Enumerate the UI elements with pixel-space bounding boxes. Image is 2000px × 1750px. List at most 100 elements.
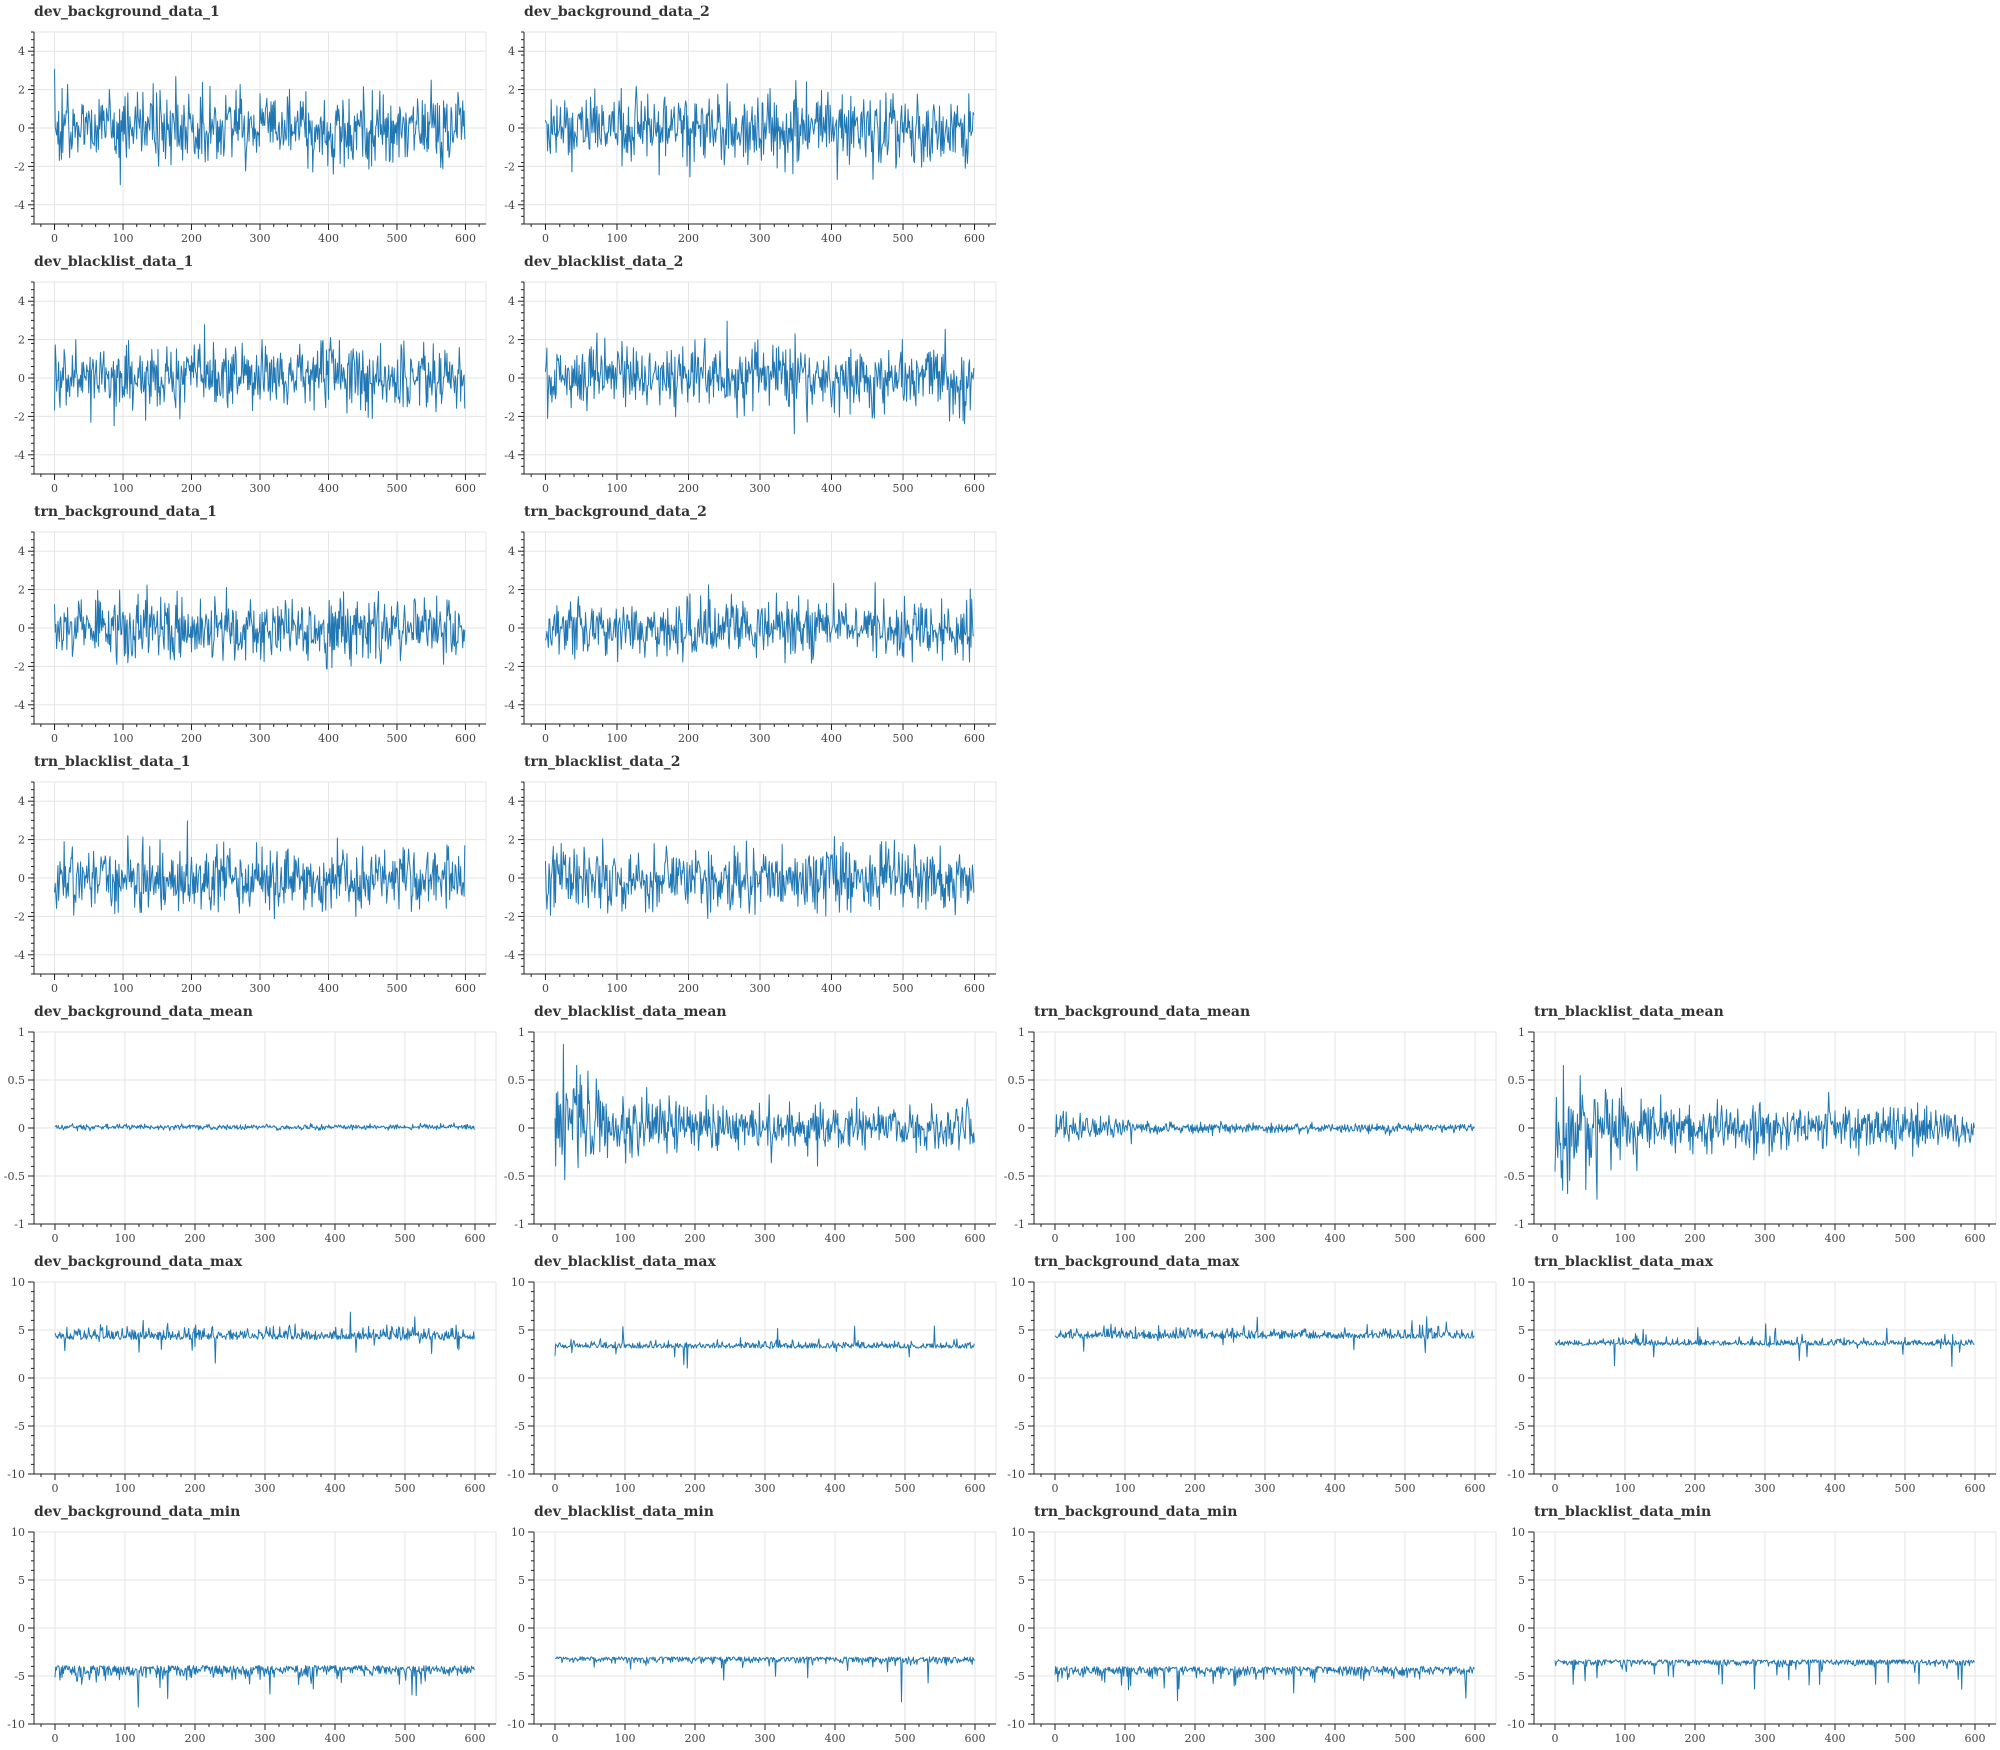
chart-title: dev_background_data_min <box>34 1504 241 1520</box>
y-tick-label: 5 <box>18 1324 25 1337</box>
y-tick-label: -2 <box>504 910 515 923</box>
y-tick-label: -10 <box>7 1718 25 1731</box>
series-line <box>54 1122 475 1132</box>
chart-title: dev_blacklist_data_min <box>534 1504 714 1520</box>
x-tick-label: 600 <box>465 1482 486 1495</box>
y-tick-label: 0 <box>508 622 515 635</box>
x-tick-label: 600 <box>965 1482 986 1495</box>
y-tick-label: 10 <box>1011 1526 1025 1539</box>
x-tick-label: 200 <box>685 1732 706 1745</box>
x-tick-label: 500 <box>1395 1232 1416 1245</box>
series-line <box>1054 1316 1475 1354</box>
x-tick-label: 400 <box>325 1482 346 1495</box>
x-tick-label: 0 <box>542 982 549 995</box>
y-tick-label: -5 <box>1514 1670 1525 1683</box>
x-tick-label: 500 <box>895 1482 916 1495</box>
x-tick-label: 300 <box>255 1232 276 1245</box>
x-tick-label: 400 <box>325 1732 346 1745</box>
y-tick-label: 1 <box>1518 1026 1525 1039</box>
series-line <box>1054 1665 1475 1702</box>
x-tick-label: 0 <box>52 1732 59 1745</box>
x-tick-label: 200 <box>1685 1732 1706 1745</box>
chart-title: dev_blacklist_data_mean <box>534 1004 727 1020</box>
x-tick-label: 300 <box>1255 1732 1276 1745</box>
x-tick-label: 600 <box>1965 1732 1986 1745</box>
x-tick-label: 300 <box>1255 1482 1276 1495</box>
y-tick-label: 0 <box>1518 1122 1525 1135</box>
x-tick-label: 0 <box>1552 1482 1559 1495</box>
x-tick-label: 300 <box>755 1232 776 1245</box>
x-tick-label: 300 <box>255 1732 276 1745</box>
chart-title: trn_blacklist_data_max <box>1534 1254 1714 1270</box>
x-tick-label: 400 <box>825 1732 846 1745</box>
chart-panel-dev-blacklist-data-2: dev_blacklist_data_2 0 100 200 300 400 500 600 -… <box>490 250 1000 500</box>
x-tick-label: 0 <box>552 1732 559 1745</box>
chart-title: dev_blacklist_data_max <box>534 1254 716 1270</box>
x-tick-label: 500 <box>1895 1732 1916 1745</box>
chart-svg: 0 100 200 300 400 500 600 -4 -2 0 2 4 <box>504 281 997 495</box>
x-tick-label: 600 <box>455 232 476 245</box>
y-tick-label: 0 <box>1018 1372 1025 1385</box>
x-tick-label: 600 <box>1965 1232 1986 1245</box>
x-tick-label: 200 <box>678 232 699 245</box>
x-tick-label: 500 <box>895 1732 916 1745</box>
x-tick-label: 400 <box>325 1232 346 1245</box>
y-tick-label: 2 <box>18 334 25 347</box>
x-tick-label: 500 <box>386 732 407 745</box>
x-tick-label: 100 <box>115 1482 136 1495</box>
x-tick-label: 500 <box>1895 1482 1916 1495</box>
y-tick-label: -5 <box>514 1420 525 1433</box>
chart-svg: 0 100 200 300 400 500 600 -4 -2 0 2 4 <box>14 531 487 745</box>
y-tick-label: -4 <box>14 449 25 462</box>
x-tick-label: 300 <box>1755 1482 1776 1495</box>
y-tick-label: -4 <box>14 699 25 712</box>
chart-svg: 0 100 200 300 400 500 600 -1 -0.5 0 0.5 1 <box>4 1026 497 1245</box>
chart-title: dev_blacklist_data_2 <box>524 254 684 270</box>
chart-panel-trn-blacklist-data-1: trn_blacklist_data_1 0 100 200 300 400 500 600 -… <box>0 750 490 1000</box>
x-tick-label: 100 <box>113 732 134 745</box>
y-tick-label: 10 <box>511 1526 525 1539</box>
y-tick-label: 5 <box>1018 1324 1025 1337</box>
chart-title: dev_blacklist_data_1 <box>34 254 194 270</box>
x-tick-label: 500 <box>386 232 407 245</box>
y-tick-label: -10 <box>1507 1468 1525 1481</box>
series-line <box>544 79 975 181</box>
y-tick-label: 0 <box>18 622 25 635</box>
chart-panel-dev-blacklist-data-min: dev_blacklist_data_min 0 100 200 300 400 500 60… <box>500 1500 1000 1750</box>
x-tick-label: 0 <box>1552 1732 1559 1745</box>
x-tick-label: 200 <box>1685 1232 1706 1245</box>
y-tick-label: 5 <box>1018 1574 1025 1587</box>
chart-title: trn_background_data_mean <box>1034 1004 1251 1020</box>
chart-title: trn_blacklist_data_2 <box>524 754 681 770</box>
series-line <box>54 324 466 427</box>
chart-panel-dev-background-data-2: dev_background_data_2 0 100 200 300 400 500 600… <box>490 0 1000 250</box>
chart-svg: 0 100 200 300 400 500 600 -10 -5 0 5 10 <box>1507 1276 1997 1495</box>
y-tick-label: -4 <box>504 699 515 712</box>
x-tick-label: 100 <box>606 232 627 245</box>
x-tick-label: 0 <box>1552 1232 1559 1245</box>
x-tick-label: 100 <box>606 982 627 995</box>
y-tick-label: 0.5 <box>8 1074 26 1087</box>
x-tick-label: 500 <box>395 1232 416 1245</box>
x-tick-label: 0 <box>52 1482 59 1495</box>
series-line <box>1054 1110 1475 1145</box>
y-tick-label: -1 <box>14 1218 25 1231</box>
x-tick-label: 400 <box>821 732 842 745</box>
chart-svg: 0 100 200 300 400 500 600 -4 -2 0 2 4 <box>504 781 997 995</box>
y-tick-label: -2 <box>504 160 515 173</box>
chart-title: trn_blacklist_data_1 <box>34 754 191 770</box>
chart-panel-dev-background-data-1: dev_background_data_1 0 100 200 300 400 500 600… <box>0 0 490 250</box>
x-tick-label: 600 <box>964 482 985 495</box>
y-tick-label: 4 <box>508 545 515 558</box>
y-tick-label: 4 <box>18 795 25 808</box>
x-tick-label: 400 <box>318 232 339 245</box>
x-tick-label: 300 <box>750 232 771 245</box>
y-tick-label: -5 <box>1014 1420 1025 1433</box>
y-tick-label: 0 <box>508 372 515 385</box>
y-tick-label: -2 <box>504 410 515 423</box>
y-tick-label: -4 <box>14 199 25 212</box>
series-line <box>544 582 975 664</box>
x-tick-label: 200 <box>1185 1232 1206 1245</box>
x-tick-label: 300 <box>755 1732 776 1745</box>
y-tick-label: -10 <box>7 1468 25 1481</box>
